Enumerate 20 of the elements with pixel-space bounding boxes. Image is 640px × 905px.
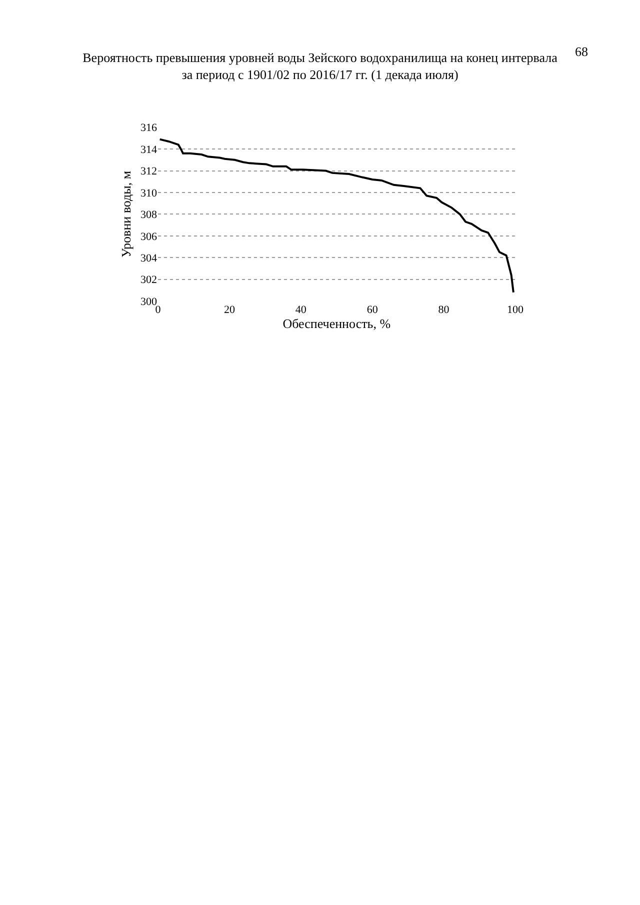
x-tick-label: 0 xyxy=(155,304,162,316)
x-tick-label: 20 xyxy=(224,304,236,316)
y-tick-label: 314 xyxy=(140,144,158,156)
y-tick-label: 310 xyxy=(140,187,158,200)
y-tick-label: 308 xyxy=(140,209,158,222)
y-axis-title: Уровни воды, м xyxy=(118,170,134,258)
y-tick-label: 306 xyxy=(140,230,158,243)
chart-title: Вероятность превышения уровней воды Зейского водохранилища на конец интервала за период с 1901/02 по 2016/17 гг. (1 декада июля) xyxy=(82,50,558,82)
y-tick-label: 302 xyxy=(140,274,158,286)
y-tick-label: 300 xyxy=(140,296,158,308)
y-tick-label: 304 xyxy=(140,252,158,264)
line-series xyxy=(158,138,514,294)
x-tick-label: 100 xyxy=(506,304,524,316)
x-tick-label: 60 xyxy=(366,304,378,316)
x-axis-title: Обеспеченность, % xyxy=(282,316,391,332)
x-tick-label: 80 xyxy=(438,304,450,316)
y-tick-label: 316 xyxy=(140,122,158,134)
x-tick-label: 40 xyxy=(295,304,307,316)
text: 68 xyxy=(575,44,588,59)
y-tick-label: 312 xyxy=(140,166,158,178)
